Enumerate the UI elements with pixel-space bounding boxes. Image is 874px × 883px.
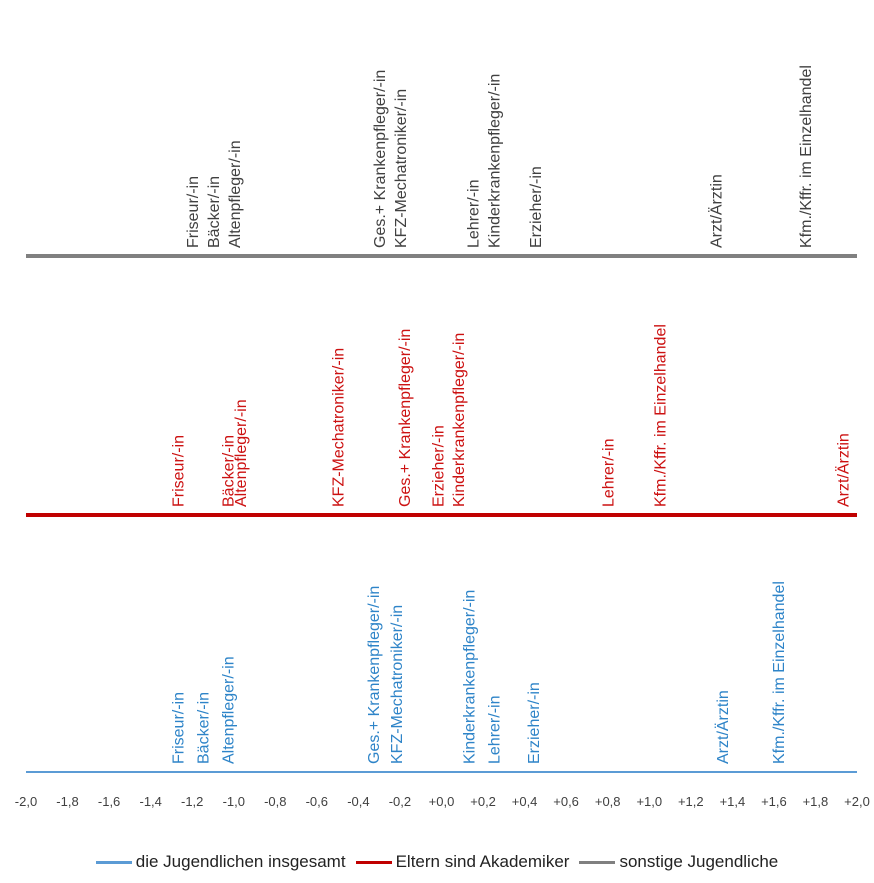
legend-swatch-akademiker (356, 861, 392, 864)
x-tick-label: +1,8 (803, 794, 829, 809)
point-label-akademiker-kinderkrankenpfleger-in: Kinderkrankenpfleger/-in (451, 333, 468, 507)
point-label-insgesamt-arzt-aerztin: Arzt/Ärztin (714, 690, 732, 764)
legend: die Jugendlichen insgesamt Eltern sind A… (0, 852, 874, 872)
point-label-insgesamt-ges-krankenpfleger-in: Ges.+ Krankenpfleger/-in (366, 586, 383, 764)
point-label-insgesamt-erzieher-in: Erzieher/-in (526, 682, 543, 764)
point-label-sonstige-kfm-kffr-im-einzelhandel: Kfm./Kffr. im Einzelhandel (798, 65, 815, 248)
point-label-sonstige-kfz-mechatroniker-in: KFZ-Mechatroniker/-in (393, 89, 410, 248)
point-label-sonstige-kinderkrankenpfleger-in: Kinderkrankenpfleger/-in (486, 74, 503, 248)
series-lines (26, 256, 857, 772)
point-label-akademiker-altenpfleger-in: Altenpfleger/-in (233, 399, 250, 507)
point-label-sonstige-lehrer-in: Lehrer/-in (466, 180, 483, 248)
point-label-insgesamt-kinderkrankenpfleger-in: Kinderkrankenpfleger/-in (462, 590, 479, 764)
point-label-insgesamt-kfz-mechatroniker-in: KFZ-Mechatroniker/-in (389, 605, 406, 764)
legend-swatch-sonstige (579, 861, 615, 864)
point-label-sonstige-ges-krankenpfleger-in: Ges.+ Krankenpfleger/-in (372, 70, 389, 248)
point-label-sonstige-baecker-in: Bäcker/-in (206, 176, 223, 248)
legend-label-insgesamt: die Jugendlichen insgesamt (136, 852, 346, 872)
point-label-akademiker-friseur-in: Friseur/-in (171, 435, 188, 507)
point-label-insgesamt-baecker-in: Bäcker/-in (196, 692, 213, 764)
x-tick-label: -2,0 (15, 794, 37, 809)
x-tick-label: +2,0 (844, 794, 870, 809)
point-label-sonstige-friseur-in: Friseur/-in (185, 176, 202, 248)
x-tick-label: +1,4 (720, 794, 746, 809)
x-tick-label: -0,2 (389, 794, 411, 809)
legend-label-sonstige: sonstige Jugendliche (619, 852, 778, 872)
x-tick-label: -0,4 (347, 794, 369, 809)
x-tick-label: +0,2 (470, 794, 496, 809)
legend-item-akademiker: Eltern sind Akademiker (356, 852, 570, 872)
point-label-akademiker-kfz-mechatroniker-in: KFZ-Mechatroniker/-in (331, 348, 348, 507)
point-label-sonstige-altenpfleger-in: Altenpfleger/-in (227, 140, 244, 248)
x-tick-label: -1,4 (139, 794, 161, 809)
point-label-akademiker-ges-krankenpfleger-in: Ges.+ Krankenpfleger/-in (397, 329, 414, 507)
point-label-akademiker-erzieher-in: Erzieher/-in (430, 425, 447, 507)
x-tick-label: -1,2 (181, 794, 203, 809)
legend-swatch-insgesamt (96, 861, 132, 864)
point-label-insgesamt-lehrer-in: Lehrer/-in (486, 696, 503, 764)
point-label-akademiker-lehrer-in: Lehrer/-in (601, 439, 618, 507)
point-label-akademiker-arzt-aerztin: Arzt/Ärztin (835, 433, 853, 507)
point-label-sonstige-erzieher-in: Erzieher/-in (528, 166, 545, 248)
x-tick-label: +0,0 (429, 794, 455, 809)
point-label-sonstige-arzt-aerztin: Arzt/Ärztin (708, 174, 726, 248)
x-tick-label: -0,8 (264, 794, 286, 809)
point-label-akademiker-kfm-kffr-im-einzelhandel: Kfm./Kffr. im Einzelhandel (653, 324, 670, 507)
x-tick-label: +0,6 (553, 794, 579, 809)
x-tick-label: -0,6 (306, 794, 328, 809)
x-tick-label: +1,0 (636, 794, 662, 809)
legend-item-insgesamt: die Jugendlichen insgesamt (96, 852, 346, 872)
point-label-insgesamt-kfm-kffr-im-einzelhandel: Kfm./Kffr. im Einzelhandel (771, 581, 788, 764)
point-label-insgesamt-altenpfleger-in: Altenpfleger/-in (221, 656, 238, 764)
x-tick-label: -1,6 (98, 794, 120, 809)
legend-item-sonstige: sonstige Jugendliche (579, 852, 778, 872)
x-tick-label: -1,8 (56, 794, 78, 809)
x-tick-label: +0,4 (512, 794, 538, 809)
x-tick-label: +0,8 (595, 794, 621, 809)
x-tick-label: -1,0 (223, 794, 245, 809)
x-tick-label: +1,2 (678, 794, 704, 809)
x-tick-label: +1,6 (761, 794, 787, 809)
point-label-insgesamt-friseur-in: Friseur/-in (171, 692, 188, 764)
x-axis-ticks: -2,0 -1,8 -1,6 -1,4 -1,2 -1,0 -0,8 -0,6 -0,4 -0,2… (15, 794, 870, 809)
legend-label-akademiker: Eltern sind Akademiker (396, 852, 570, 872)
series-labels: Friseur/-in Bäcker/-in Altenpfleger/-in Ges… (171, 65, 853, 764)
